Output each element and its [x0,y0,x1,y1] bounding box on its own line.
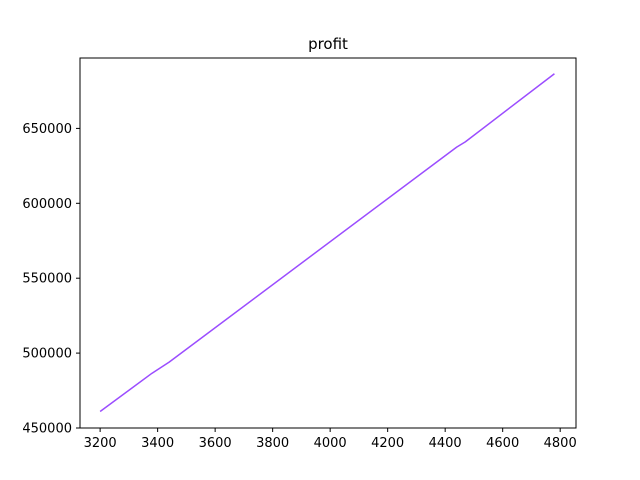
x-tick-label: 3800 [256,436,289,451]
y-axis: 450000 500000 550000 600000 650000 [22,122,80,437]
series-line-0 [99,73,555,413]
series-layer [99,73,555,413]
x-tick-label: 4800 [544,436,577,451]
y-tick-label: 550000 [22,272,72,287]
plot-frame [79,57,577,429]
y-tick-label: 650000 [22,122,72,137]
x-tick-label: 4600 [486,436,519,451]
y-tick-label: 500000 [22,347,72,362]
x-axis: 3200 3400 3600 3800 4000 4200 4400 4600 4800 [84,428,577,451]
x-tick-label: 3600 [199,436,232,451]
x-tick-label: 4400 [429,436,462,451]
x-tick-label: 4000 [314,436,347,451]
x-tick-label: 3200 [84,436,117,451]
x-tick-label: 4200 [371,436,404,451]
chart-title: profit [308,35,348,53]
y-tick-label: 600000 [22,197,72,212]
x-tick-label: 3400 [141,436,174,451]
y-tick-label: 450000 [22,422,72,437]
